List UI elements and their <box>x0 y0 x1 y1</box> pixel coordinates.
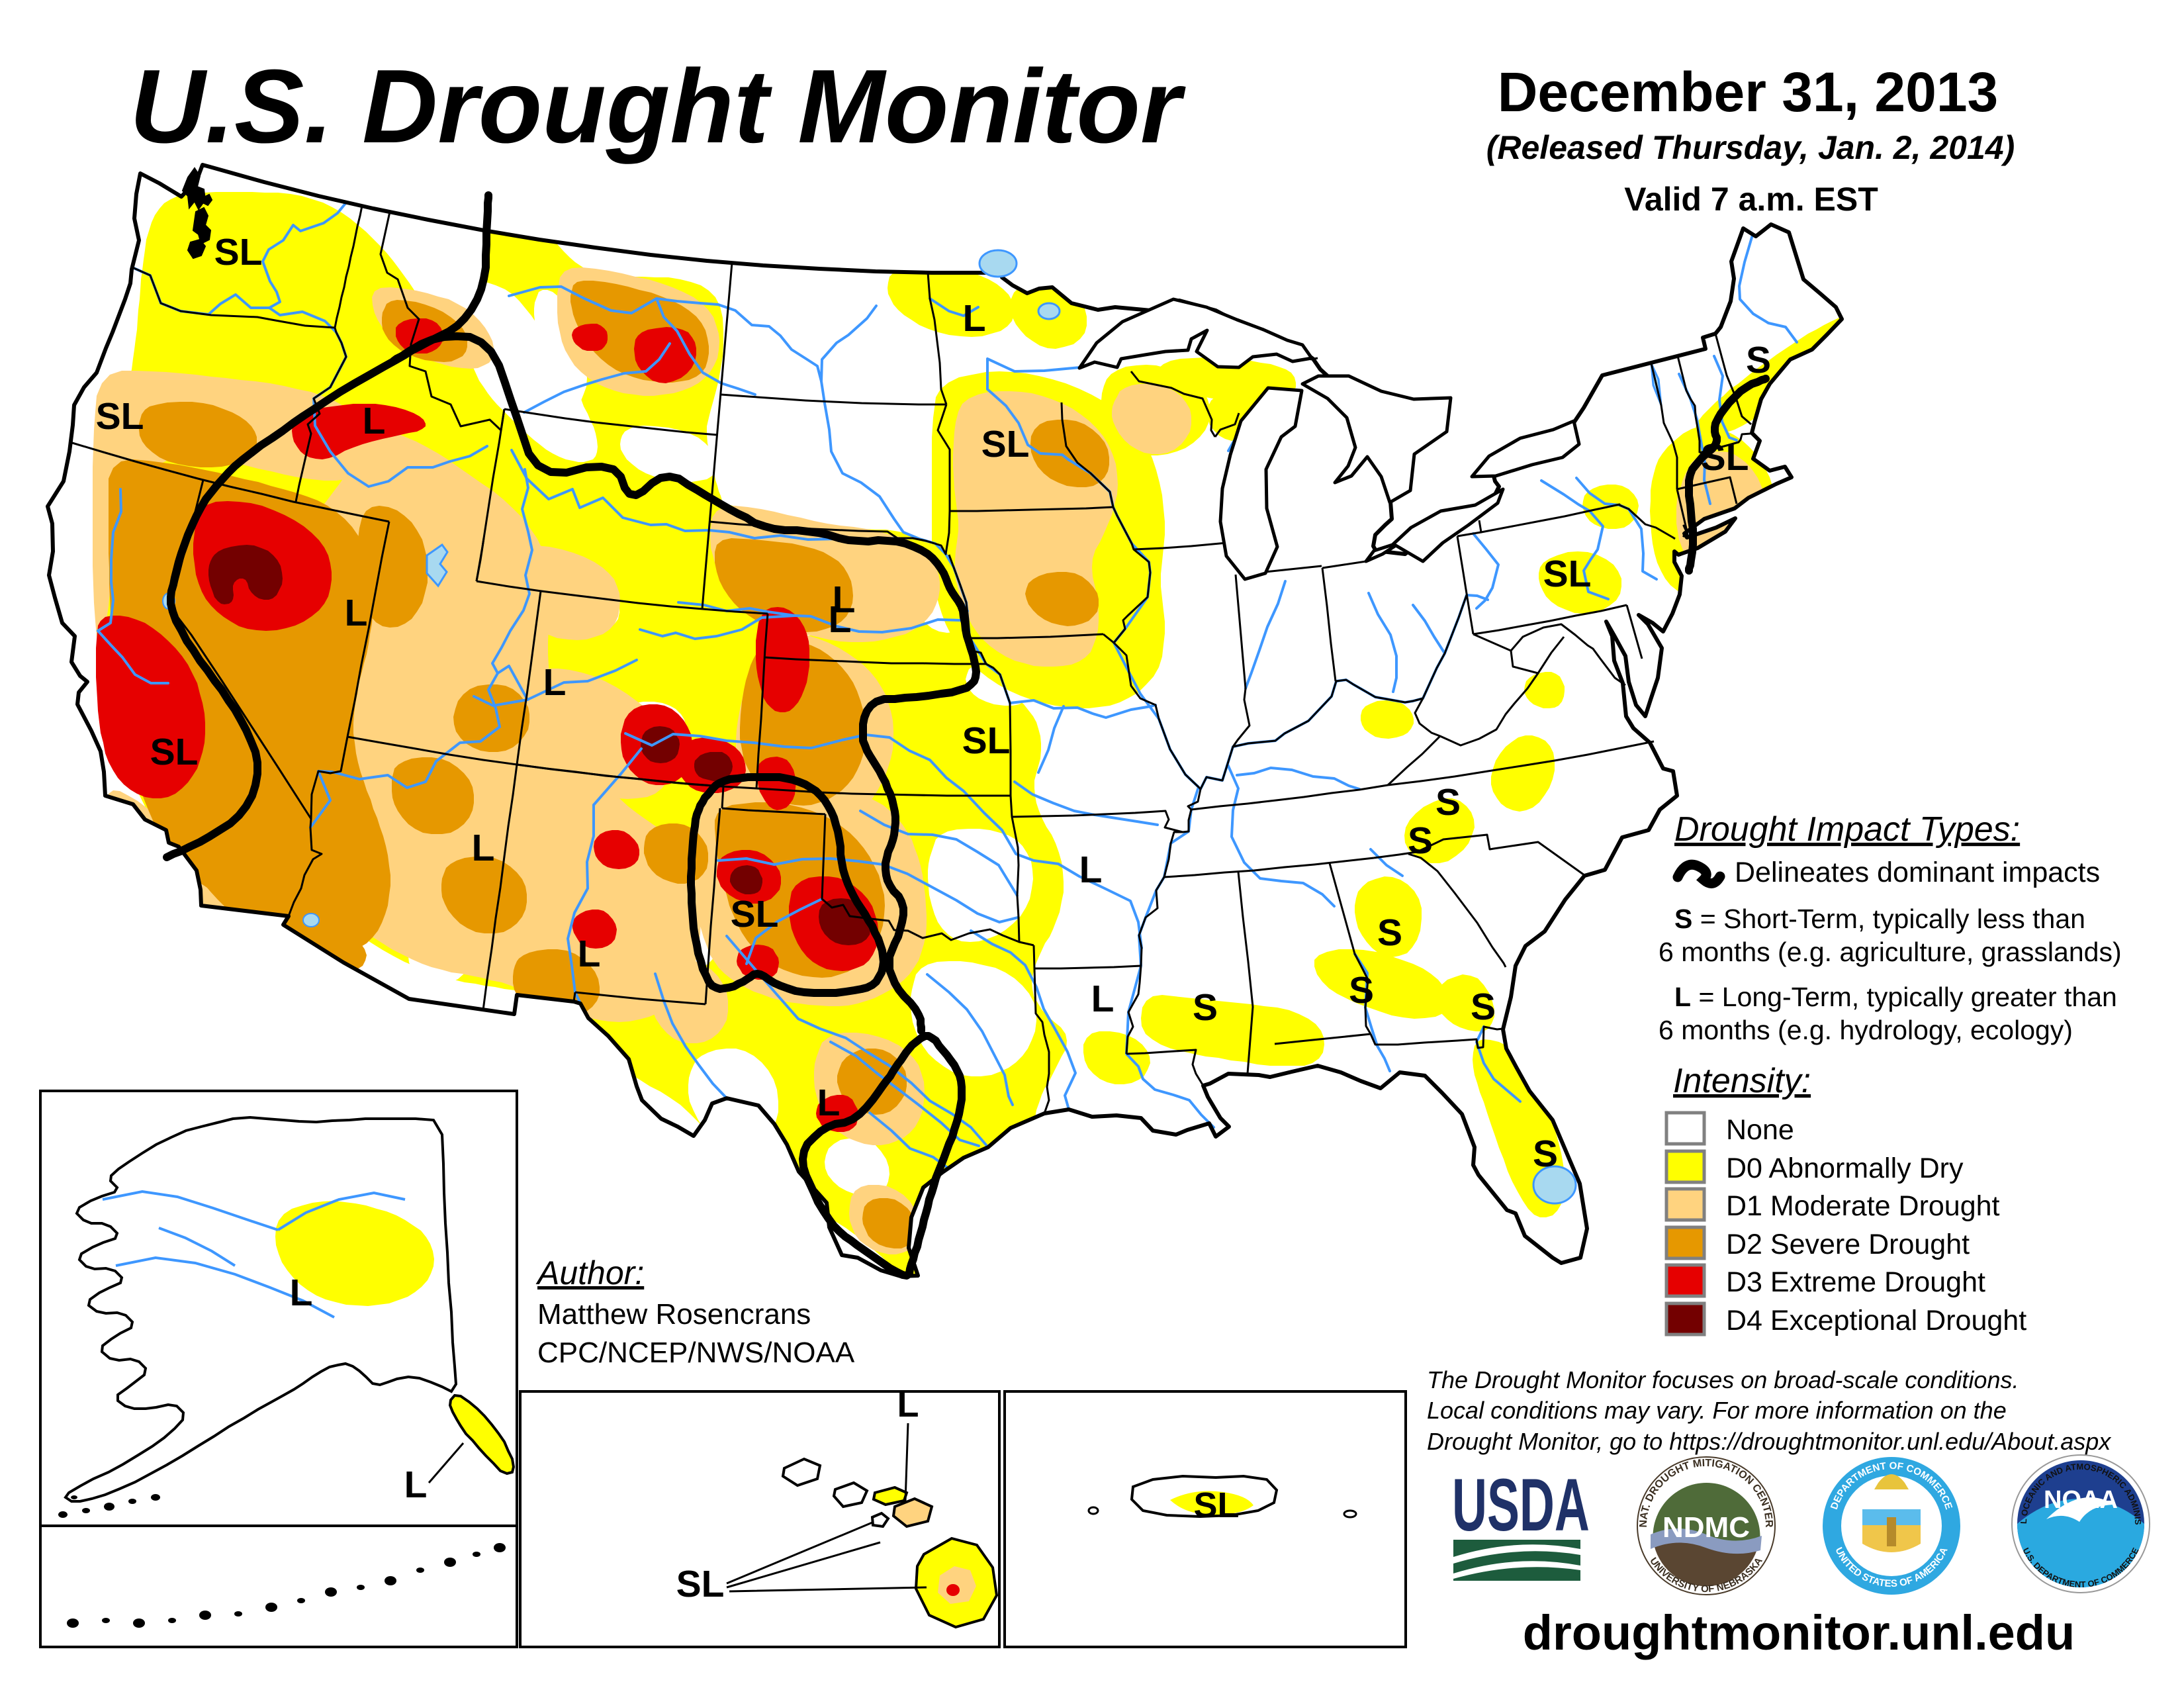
svg-text:SL: SL <box>962 720 1011 762</box>
svg-text:SL: SL <box>731 893 779 935</box>
svg-text:D0 Abnormally Dry: D0 Abnormally Dry <box>1726 1152 1964 1184</box>
svg-text:Author:: Author: <box>535 1254 644 1291</box>
svg-text:L: L <box>290 1272 313 1314</box>
svg-text:S = Short-Term, typically less: S = Short-Term, typically less than <box>1674 904 2085 934</box>
svg-text:S: S <box>1408 820 1433 862</box>
svg-text:L: L <box>817 1082 841 1124</box>
svg-text:D4 Exceptional Drought: D4 Exceptional Drought <box>1726 1305 2026 1336</box>
svg-text:SL: SL <box>96 395 144 438</box>
svg-text:L: L <box>578 933 601 975</box>
svg-text:SL: SL <box>150 731 199 773</box>
svg-text:Valid 7 a.m. EST: Valid 7 a.m. EST <box>1624 181 1878 218</box>
svg-text:(Released Thursday, Jan. 2, 20: (Released Thursday, Jan. 2, 2014) <box>1486 129 2015 166</box>
svg-text:SL: SL <box>1701 436 1749 479</box>
svg-text:S: S <box>1471 986 1496 1028</box>
svg-text:L: L <box>897 1385 919 1425</box>
svg-text:L: L <box>1079 849 1103 891</box>
svg-text:D1 Moderate Drought: D1 Moderate Drought <box>1726 1190 2000 1222</box>
svg-text:None: None <box>1726 1114 1794 1146</box>
svg-text:December 31, 2013: December 31, 2013 <box>1498 61 1999 123</box>
svg-text:L: L <box>833 579 856 621</box>
svg-text:U.S. Drought Monitor: U.S. Drought Monitor <box>130 48 1186 165</box>
svg-text:L: L <box>829 598 852 641</box>
svg-text:L: L <box>543 661 567 704</box>
svg-text:L: L <box>363 400 386 442</box>
svg-text:S: S <box>1349 969 1374 1011</box>
svg-text:SL: SL <box>214 231 263 273</box>
svg-text:L = Long-Term, typically great: L = Long-Term, typically greater than <box>1674 982 2117 1012</box>
svg-text:L: L <box>963 297 986 340</box>
svg-text:NOAA: NOAA <box>2044 1486 2118 1514</box>
svg-text:SL: SL <box>676 1563 725 1605</box>
svg-text:NDMC: NDMC <box>1662 1511 1750 1544</box>
svg-text:Intensity:: Intensity: <box>1673 1062 1811 1100</box>
svg-text:SL: SL <box>1193 1485 1239 1525</box>
svg-text:The Drought Monitor focuses on: The Drought Monitor focuses on broad-sca… <box>1427 1366 2019 1393</box>
svg-text:USDA: USDA <box>1452 1464 1590 1546</box>
svg-text:6 months (e.g. agriculture, gr: 6 months (e.g. agriculture, grasslands) <box>1659 937 2122 967</box>
svg-text:D2 Severe Drought: D2 Severe Drought <box>1726 1229 1970 1260</box>
svg-text:6 months (e.g. hydrology, ecol: 6 months (e.g. hydrology, ecology) <box>1659 1015 2073 1045</box>
svg-text:SL: SL <box>1543 553 1592 595</box>
svg-text:S: S <box>1377 912 1402 954</box>
svg-text:Matthew Rosencrans: Matthew Rosencrans <box>537 1298 811 1331</box>
svg-text:L: L <box>345 592 368 634</box>
svg-text:L: L <box>963 297 986 340</box>
svg-text:L: L <box>472 827 495 869</box>
svg-text:S: S <box>1746 339 1771 381</box>
svg-text:Local conditions may vary. For: Local conditions may vary. For more info… <box>1427 1397 2007 1424</box>
svg-text:L: L <box>404 1464 428 1506</box>
svg-text:droughtmonitor.unl.edu: droughtmonitor.unl.edu <box>1523 1605 2075 1660</box>
svg-text:SL: SL <box>981 423 1030 465</box>
svg-text:S: S <box>1435 781 1461 823</box>
svg-text:L: L <box>1091 978 1115 1020</box>
svg-text:S: S <box>1533 1133 1558 1175</box>
svg-text:Drought Monitor, go to https:/: Drought Monitor, go to https://droughtmo… <box>1427 1428 2112 1455</box>
svg-text:D3 Extreme Drought: D3 Extreme Drought <box>1726 1266 1985 1298</box>
svg-text:CPC/NCEP/NWS/NOAA: CPC/NCEP/NWS/NOAA <box>537 1336 855 1369</box>
svg-text:Delineates dominant impacts: Delineates dominant impacts <box>1735 857 2100 888</box>
svg-text:Drought Impact Types:: Drought Impact Types: <box>1674 810 2020 849</box>
svg-text:S: S <box>1193 986 1218 1029</box>
